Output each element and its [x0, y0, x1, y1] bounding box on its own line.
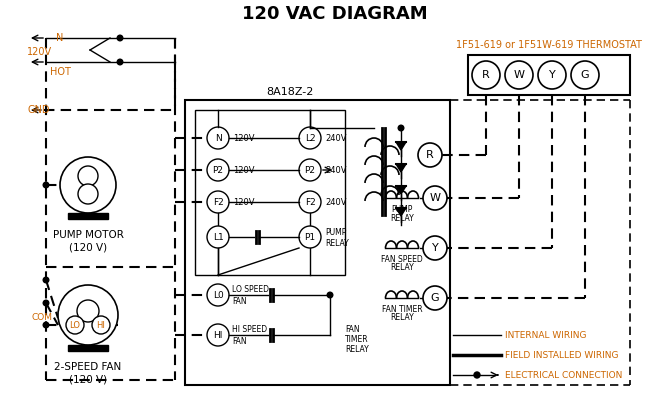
Text: FAN: FAN: [345, 326, 360, 334]
Text: RELAY: RELAY: [325, 238, 349, 248]
Circle shape: [207, 159, 229, 181]
Text: (120 V): (120 V): [69, 242, 107, 252]
Circle shape: [418, 143, 442, 167]
Text: L1: L1: [212, 233, 223, 241]
Text: INTERNAL WIRING: INTERNAL WIRING: [505, 331, 586, 339]
Circle shape: [207, 324, 229, 346]
Circle shape: [299, 191, 321, 213]
Text: RELAY: RELAY: [390, 214, 414, 222]
Text: ELECTRICAL CONNECTION: ELECTRICAL CONNECTION: [505, 370, 622, 380]
Circle shape: [78, 184, 98, 204]
Text: 120V: 120V: [233, 197, 255, 207]
Text: 120V: 120V: [27, 47, 52, 57]
Circle shape: [43, 277, 49, 283]
Circle shape: [43, 300, 49, 306]
Text: LO SPEED: LO SPEED: [232, 285, 269, 295]
Circle shape: [398, 125, 404, 131]
Circle shape: [207, 284, 229, 306]
Circle shape: [505, 61, 533, 89]
Text: RELAY: RELAY: [390, 313, 414, 323]
Text: G: G: [581, 70, 590, 80]
Polygon shape: [396, 164, 406, 172]
Text: P1: P1: [304, 233, 316, 241]
Circle shape: [423, 186, 447, 210]
Text: PUMP: PUMP: [325, 228, 346, 236]
Text: FAN TIMER: FAN TIMER: [382, 305, 422, 313]
Text: LO: LO: [70, 321, 80, 329]
Polygon shape: [396, 142, 406, 150]
Bar: [468, 55, 630, 95]
Circle shape: [92, 316, 110, 334]
Text: FAN: FAN: [232, 297, 247, 305]
Text: 1F51-619 or 1F51W-619 THERMOSTAT: 1F51-619 or 1F51W-619 THERMOSTAT: [456, 40, 642, 50]
Bar: [68, 345, 108, 351]
Polygon shape: [396, 208, 406, 216]
Text: HI: HI: [96, 321, 105, 329]
Circle shape: [207, 127, 229, 149]
Circle shape: [66, 316, 84, 334]
Polygon shape: [396, 186, 406, 194]
Circle shape: [327, 292, 333, 298]
Text: PUMP MOTOR: PUMP MOTOR: [52, 230, 123, 240]
Circle shape: [299, 226, 321, 248]
Text: (120 V): (120 V): [69, 374, 107, 384]
Text: HI SPEED: HI SPEED: [232, 326, 267, 334]
Text: P2: P2: [212, 166, 224, 174]
Circle shape: [571, 61, 599, 89]
Text: 8A18Z-2: 8A18Z-2: [266, 87, 314, 97]
Text: 240V: 240V: [325, 134, 346, 142]
Text: N: N: [214, 134, 221, 142]
Text: FIELD INSTALLED WIRING: FIELD INSTALLED WIRING: [505, 351, 618, 360]
Circle shape: [538, 61, 566, 89]
Text: HOT: HOT: [50, 67, 70, 77]
Circle shape: [299, 127, 321, 149]
Circle shape: [77, 300, 99, 322]
Text: HI: HI: [213, 331, 222, 339]
Circle shape: [472, 61, 500, 89]
Circle shape: [43, 182, 49, 188]
Text: 120V: 120V: [233, 166, 255, 174]
Text: RELAY: RELAY: [345, 346, 369, 354]
Text: 120V: 120V: [233, 134, 255, 142]
Text: 120 VAC DIAGRAM: 120 VAC DIAGRAM: [242, 5, 428, 23]
Text: R: R: [482, 70, 490, 80]
Circle shape: [117, 35, 123, 41]
Circle shape: [117, 59, 123, 65]
Text: 240V: 240V: [325, 197, 346, 207]
Text: TIMER: TIMER: [345, 336, 369, 344]
Bar: [185, 100, 450, 385]
Text: 2-SPEED FAN: 2-SPEED FAN: [54, 362, 122, 372]
Text: L0: L0: [212, 290, 223, 300]
Text: COM: COM: [32, 313, 53, 323]
Circle shape: [60, 157, 116, 213]
Text: GND: GND: [27, 105, 50, 115]
Text: N: N: [56, 33, 64, 43]
Circle shape: [474, 372, 480, 378]
Text: PUMP: PUMP: [391, 204, 413, 214]
Bar: [195, 110, 345, 275]
Text: R: R: [426, 150, 434, 160]
Text: FAN SPEED: FAN SPEED: [381, 254, 423, 264]
Text: L2: L2: [305, 134, 316, 142]
Circle shape: [423, 286, 447, 310]
Text: P2: P2: [304, 166, 316, 174]
Text: 240V: 240V: [325, 166, 346, 174]
Text: Y: Y: [431, 243, 438, 253]
Circle shape: [207, 226, 229, 248]
Circle shape: [78, 166, 98, 186]
Text: F2: F2: [212, 197, 223, 207]
Text: FAN: FAN: [232, 336, 247, 346]
Text: G: G: [431, 293, 440, 303]
Circle shape: [58, 285, 118, 345]
Text: F2: F2: [305, 197, 316, 207]
Text: Y: Y: [549, 70, 555, 80]
Circle shape: [207, 191, 229, 213]
Circle shape: [299, 159, 321, 181]
Bar: [68, 213, 108, 219]
Circle shape: [43, 322, 49, 328]
Text: W: W: [429, 193, 440, 203]
Text: RELAY: RELAY: [390, 264, 414, 272]
Circle shape: [423, 236, 447, 260]
Text: W: W: [513, 70, 525, 80]
